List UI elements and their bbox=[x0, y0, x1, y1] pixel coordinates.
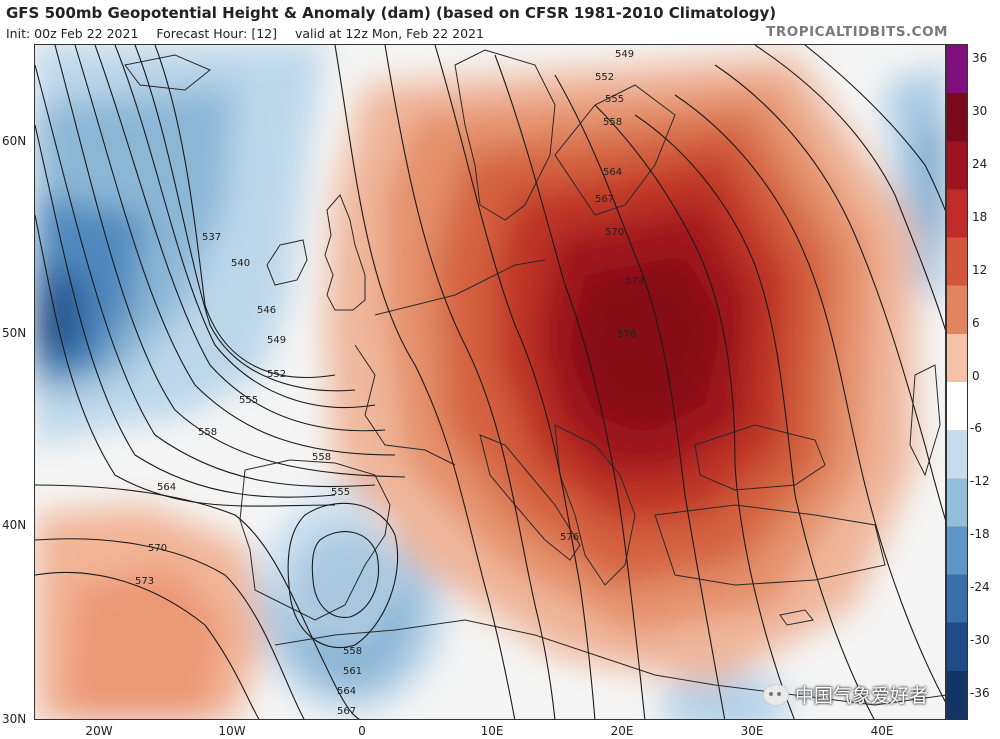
init-time: Init: 00z Feb 22 2021 bbox=[6, 26, 139, 41]
contour-label: 558 bbox=[603, 117, 622, 128]
colorbar-tick-label: 24 bbox=[972, 156, 988, 171]
colorbar-tick-label: 12 bbox=[972, 262, 988, 277]
contour-label: 546 bbox=[257, 305, 276, 316]
contour-label: 555 bbox=[239, 395, 258, 406]
anomaly-map: 549 552 555 558 564 567 570 573 576 537 … bbox=[35, 45, 945, 719]
contour-label: 552 bbox=[595, 72, 614, 83]
contour-label: 561 bbox=[343, 666, 362, 677]
contour-label: 558 bbox=[198, 427, 217, 438]
colorbar-tick-label: 0 bbox=[972, 368, 980, 383]
contour-label: 540 bbox=[231, 258, 250, 269]
colorbar-tick-label: -24 bbox=[970, 580, 990, 595]
contour-label: 567 bbox=[595, 194, 614, 205]
brand-label: TROPICALTIDBITS.COM bbox=[766, 24, 948, 40]
height-contours bbox=[35, 45, 945, 719]
lon-label-10e: 10E bbox=[480, 724, 504, 738]
colorbar-tick-label: -36 bbox=[970, 686, 990, 700]
lon-label-20w: 20W bbox=[85, 724, 113, 738]
contour-label: 552 bbox=[267, 369, 286, 380]
lat-label-40n: 40N bbox=[2, 518, 27, 532]
contour-label: 537 bbox=[202, 232, 221, 243]
contour-label: 576 bbox=[617, 329, 636, 340]
lon-label-40e: 40E bbox=[870, 724, 894, 738]
contour-label: 576 bbox=[560, 532, 579, 543]
contour-label: 564 bbox=[603, 167, 622, 178]
contour-label: 564 bbox=[157, 482, 176, 493]
colorbar-tick-label: -6 bbox=[970, 421, 982, 436]
map-panel: 549 552 555 558 564 567 570 573 576 537 … bbox=[34, 44, 946, 720]
colorbar bbox=[946, 44, 968, 720]
contour-label-group: 549 552 555 558 564 567 570 573 576 537 … bbox=[135, 49, 644, 717]
contour-label: 549 bbox=[615, 49, 634, 60]
forecast-hour: Forecast Hour: [12] bbox=[156, 26, 277, 41]
colorbar-tick-label: -12 bbox=[970, 474, 990, 489]
contour-label: 555 bbox=[331, 487, 350, 498]
contour-label: 567 bbox=[337, 706, 356, 717]
lon-label-30e: 30E bbox=[740, 724, 764, 738]
contour-label: 573 bbox=[625, 276, 644, 287]
contour-label: 549 bbox=[267, 335, 286, 346]
lat-label-50n: 50N bbox=[2, 326, 27, 340]
contour-label: 558 bbox=[343, 646, 362, 657]
colorbar-tick-label: 6 bbox=[972, 315, 980, 330]
wechat-icon bbox=[763, 683, 789, 706]
contour-label: 573 bbox=[135, 576, 154, 587]
contour-label: 555 bbox=[605, 94, 624, 105]
contour-label: 570 bbox=[148, 543, 167, 554]
lon-label-0: 0 bbox=[358, 724, 366, 738]
map-title: GFS 500mb Geopotential Height & Anomaly … bbox=[6, 4, 777, 22]
colorbar-tick-label: 18 bbox=[972, 209, 988, 224]
contour-label: 570 bbox=[605, 227, 624, 238]
colorbar-tick-label: 36 bbox=[972, 51, 988, 65]
map-subtitle: Init: 00z Feb 22 2021 Forecast Hour: [12… bbox=[6, 26, 498, 41]
colorbar-tick-label: -30 bbox=[970, 633, 990, 648]
watermark: 中国气象爱好者 bbox=[763, 681, 928, 708]
contour-label: 558 bbox=[312, 452, 331, 463]
colorbar-tick-label: 30 bbox=[972, 103, 988, 118]
lat-label-30n: 30N bbox=[2, 712, 27, 726]
lon-label-10w: 10W bbox=[218, 724, 246, 738]
valid-time: valid at 12z Mon, Feb 22 2021 bbox=[294, 26, 484, 41]
lon-label-20e: 20E bbox=[610, 724, 634, 738]
lat-label-60n: 60N bbox=[2, 134, 27, 148]
contour-label: 564 bbox=[337, 686, 356, 697]
watermark-text: 中国气象爱好者 bbox=[795, 685, 929, 707]
colorbar-tick-label: -18 bbox=[970, 527, 990, 542]
